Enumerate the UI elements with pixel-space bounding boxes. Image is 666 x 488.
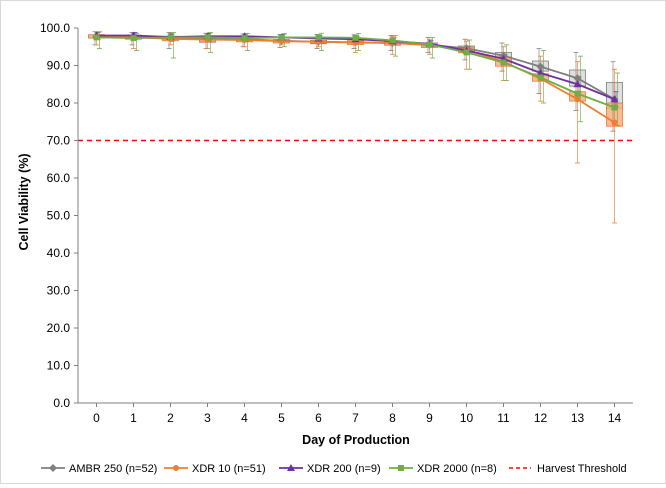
x-tick-label: 0: [93, 411, 100, 425]
plot-area: [78, 31, 633, 224]
marker-point: [130, 35, 137, 42]
x-tick-label: 1: [130, 411, 137, 425]
marker-point: [463, 49, 470, 56]
y-tick-label: 30.0: [47, 284, 71, 298]
marker-point: [611, 104, 618, 111]
x-axis-title: Day of Production: [302, 433, 410, 447]
x-tick-label: 9: [426, 411, 433, 425]
legend-label: AMBR 250 (n=52): [69, 463, 157, 475]
marker-point: [537, 74, 544, 81]
legend-item: Harvest Threshold: [509, 463, 627, 475]
x-tick-label: 12: [534, 411, 548, 425]
marker-point: [536, 62, 545, 71]
y-tick-label: 80.0: [47, 96, 71, 110]
marker-point: [398, 465, 404, 471]
y-axis-title: Cell Viability (%): [17, 153, 31, 250]
x-tick-label: 5: [278, 411, 285, 425]
series-xdr-2000: [93, 34, 618, 111]
marker-point: [204, 34, 211, 41]
x-tick-label: 2: [167, 411, 174, 425]
y-tick-label: 50.0: [47, 209, 71, 223]
y-tick-label: 10.0: [47, 359, 71, 373]
legend-item: AMBR 250 (n=52): [41, 463, 157, 475]
y-tick-label: 100.0: [40, 21, 70, 35]
marker-point: [241, 35, 248, 42]
x-tick-label: 7: [352, 411, 359, 425]
x-tick-label: 6: [315, 411, 322, 425]
marker-point: [573, 74, 582, 83]
marker-point: [426, 41, 433, 48]
marker-point: [173, 465, 179, 471]
marker-point: [167, 34, 174, 41]
legend-item: XDR 200 (n=9): [279, 463, 381, 475]
marker-point: [49, 464, 57, 472]
x-tick-label: 8: [389, 411, 396, 425]
legend-label: Harvest Threshold: [537, 463, 627, 475]
x-tick-label: 13: [571, 411, 585, 425]
marker-point: [352, 34, 359, 41]
marker-point: [278, 34, 285, 41]
y-tick-label: 60.0: [47, 171, 71, 185]
x-tick-label: 3: [204, 411, 211, 425]
legend-item: XDR 10 (n=51): [164, 463, 266, 475]
legend-item: XDR 2000 (n=8): [389, 463, 497, 475]
y-tick-label: 70.0: [47, 134, 71, 148]
y-tick-label: 0.0: [53, 396, 70, 410]
marker-point: [389, 37, 396, 44]
x-tick-label: 4: [241, 411, 248, 425]
y-tick-label: 40.0: [47, 246, 71, 260]
marker-point: [610, 95, 619, 103]
x-tick-label: 10: [460, 411, 474, 425]
x-axis: 0 1 2 3 4 5 6 7 8 9 10 11 12 13 14: [78, 402, 633, 425]
marker-point: [573, 80, 582, 88]
legend: AMBR 250 (n=52) XDR 10 (n=51) XDR 200 (n=9…: [41, 463, 627, 475]
marker-point: [574, 96, 581, 103]
legend-label: XDR 10 (n=51): [192, 463, 266, 475]
whisker-group: [94, 31, 617, 224]
x-tick-label: 11: [497, 411, 510, 425]
marker-point: [611, 119, 618, 126]
marker-point: [536, 69, 545, 76]
legend-label: XDR 2000 (n=8): [417, 463, 497, 475]
y-tick-label: 90.0: [47, 59, 71, 73]
marker-point: [500, 59, 507, 66]
marker-point: [574, 90, 581, 97]
y-tick-label: 20.0: [47, 321, 71, 335]
y-axis: 0.0 10.0 20.0 30.0 40.0 50.0 60.0 70.0 80.0 90.0 1…: [40, 21, 79, 410]
marker-point: [315, 34, 322, 41]
marker-point: [93, 34, 100, 41]
x-tick-label: 14: [608, 411, 622, 425]
legend-label: XDR 200 (n=9): [307, 463, 381, 475]
marker-point: [287, 464, 295, 471]
